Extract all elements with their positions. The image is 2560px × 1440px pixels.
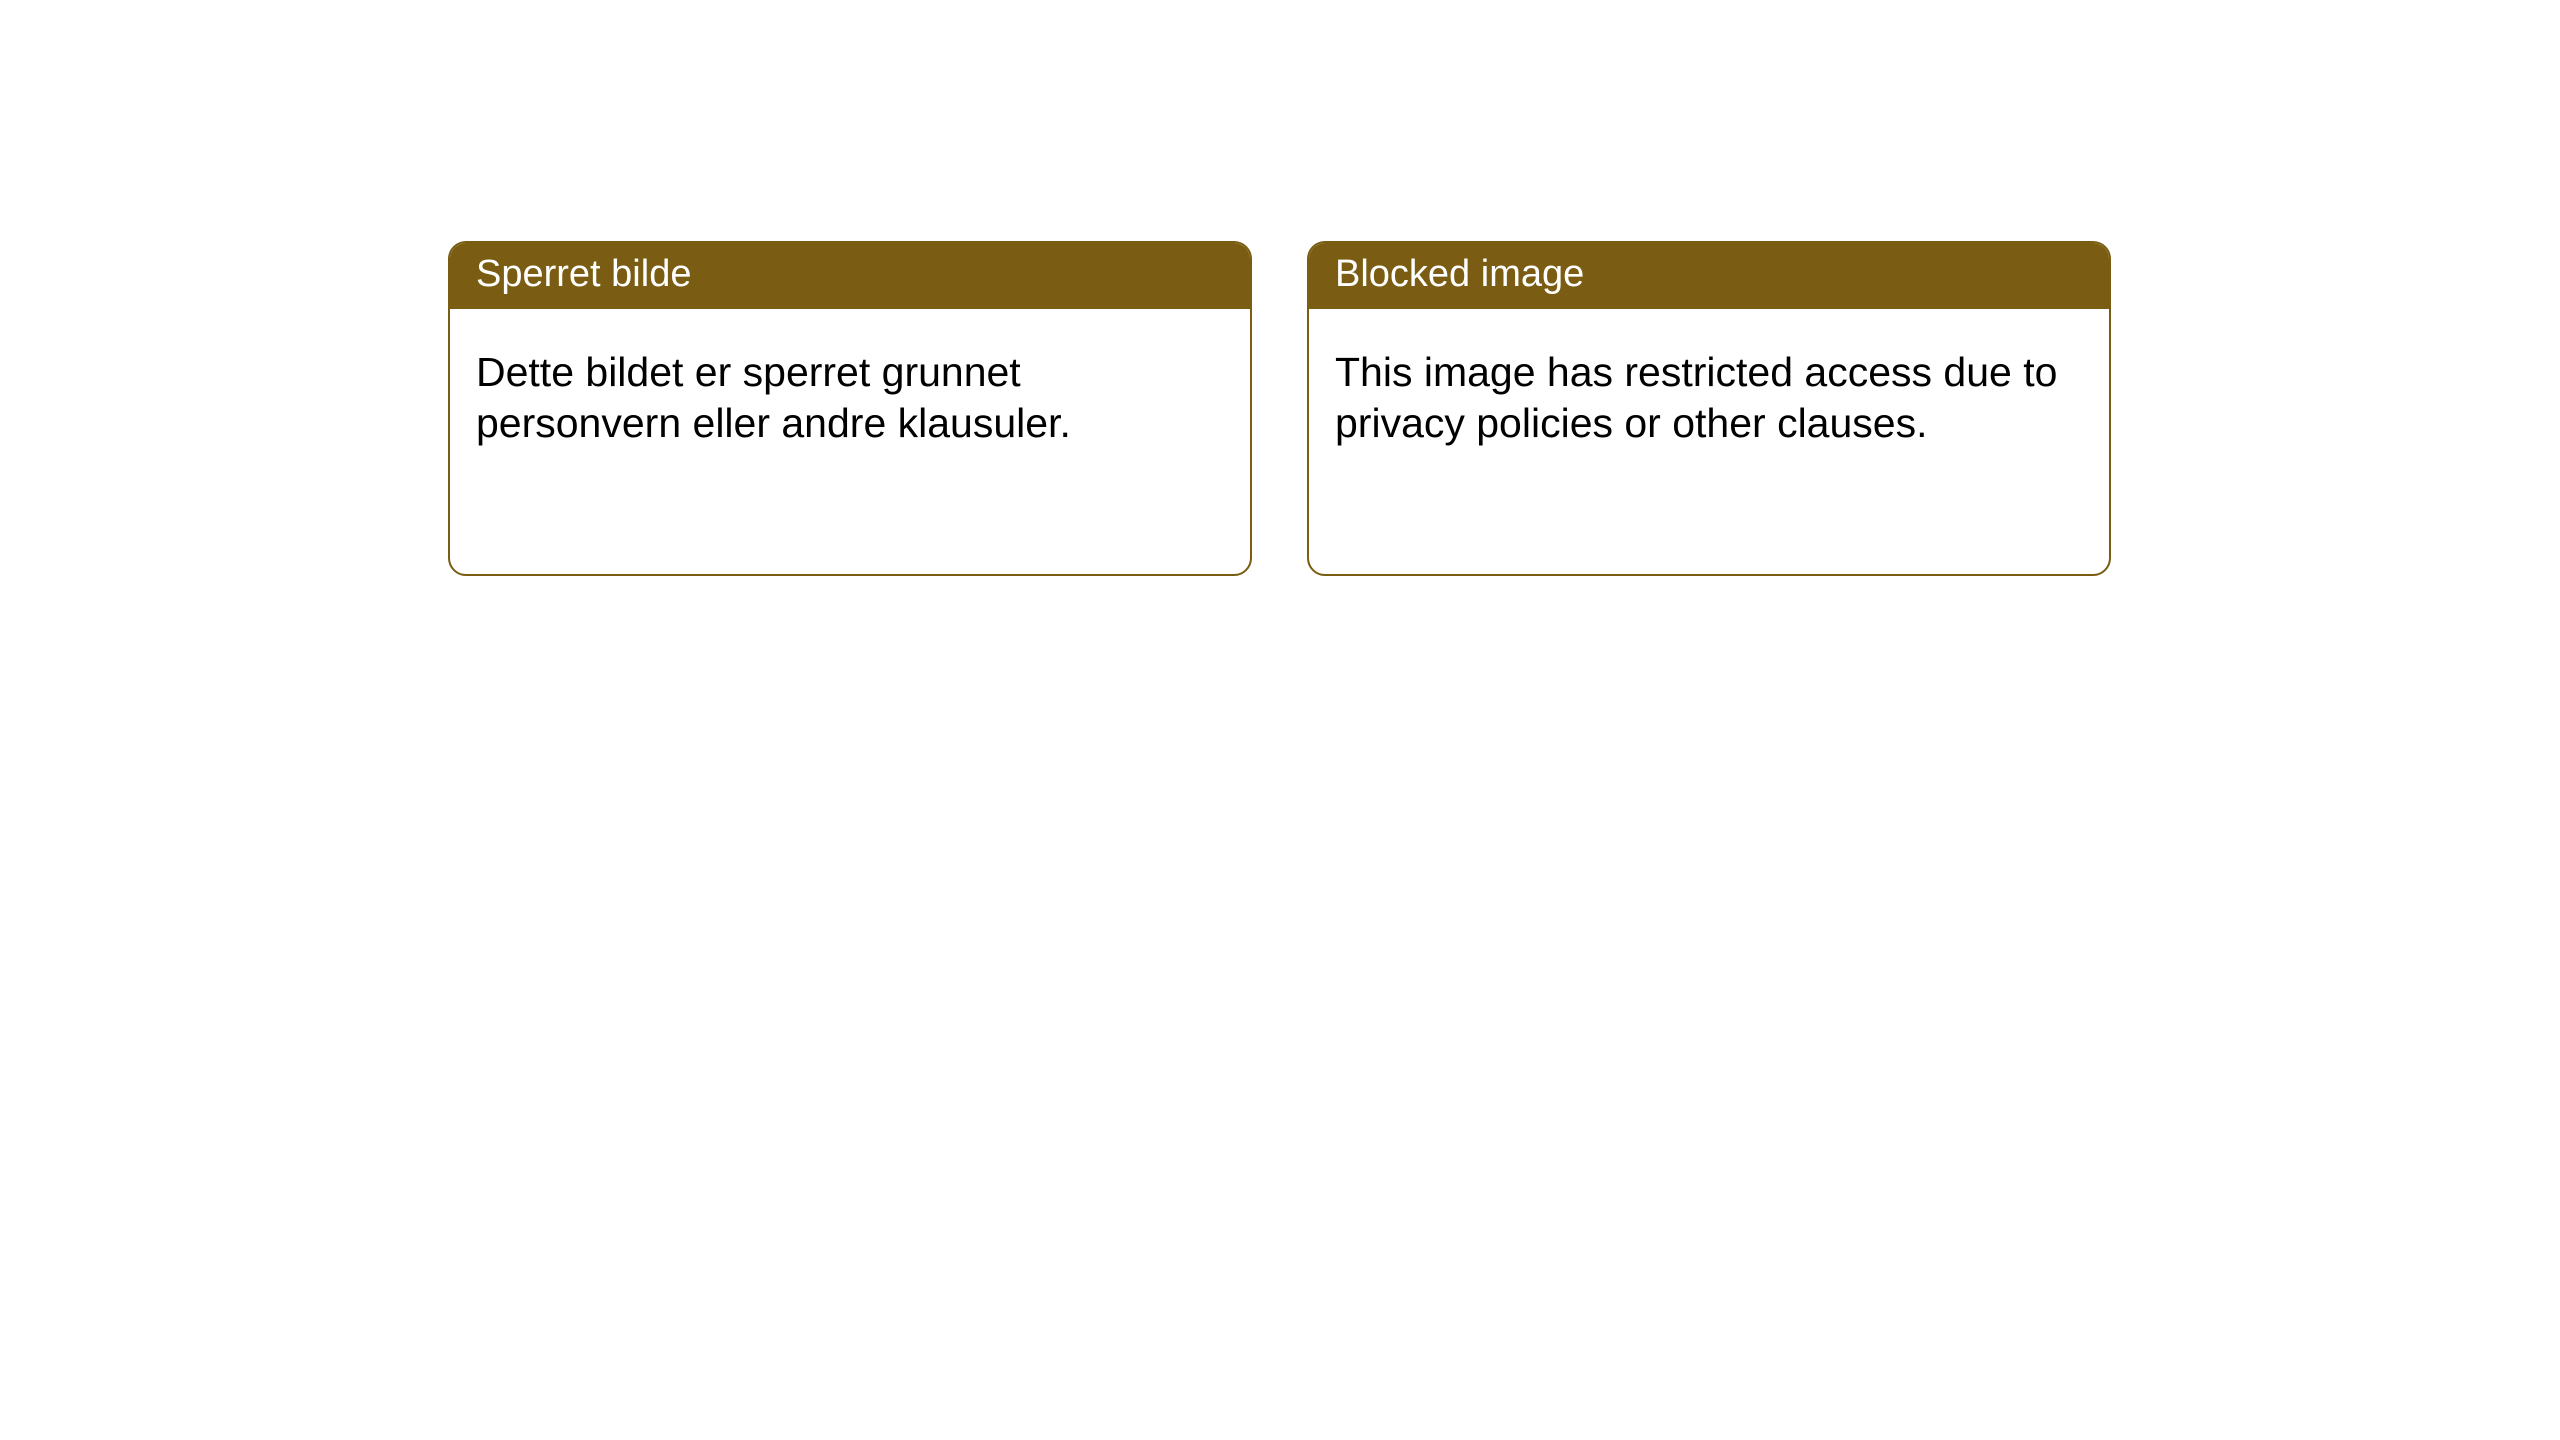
notice-card-body: Dette bildet er sperret grunnet personve… <box>450 309 1250 476</box>
notice-cards-container: Sperret bilde Dette bildet er sperret gr… <box>0 0 2560 576</box>
notice-card-title: Blocked image <box>1309 243 2109 309</box>
notice-card-norwegian: Sperret bilde Dette bildet er sperret gr… <box>448 241 1252 576</box>
notice-card-body: This image has restricted access due to … <box>1309 309 2109 476</box>
notice-card-english: Blocked image This image has restricted … <box>1307 241 2111 576</box>
notice-card-title: Sperret bilde <box>450 243 1250 309</box>
